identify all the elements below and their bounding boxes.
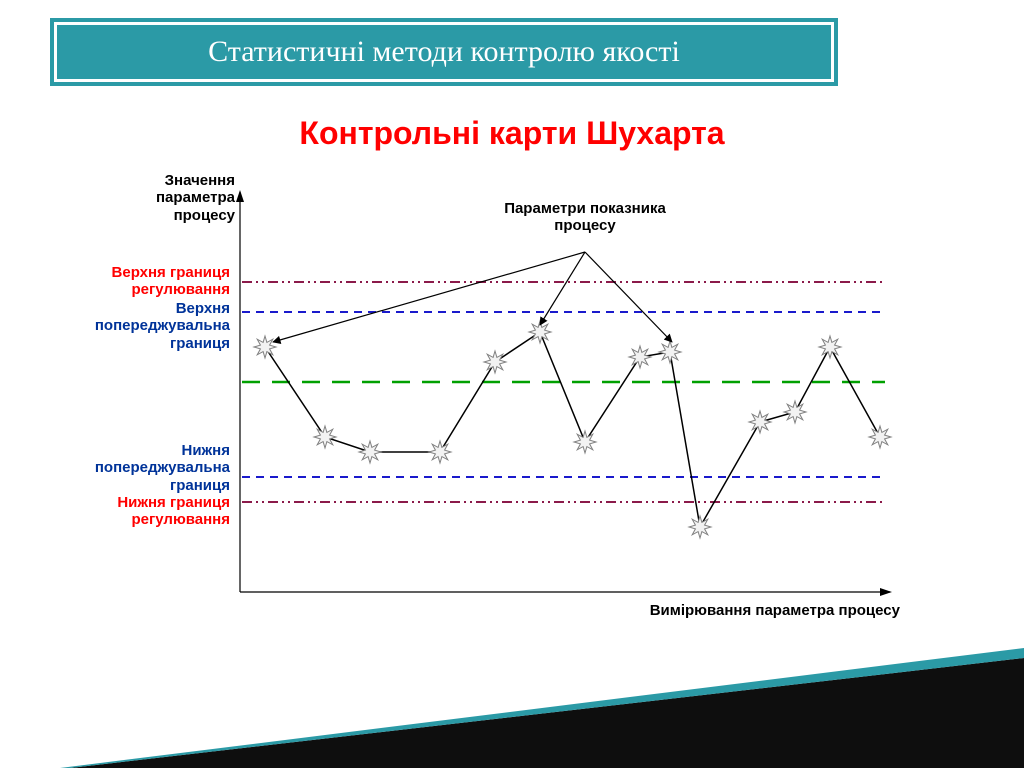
- title-banner: Статистичні методи контролю якості: [50, 18, 838, 86]
- control-chart: Значення параметрапроцесу Параметри пока…: [90, 172, 930, 632]
- title-text: Статистичні методи контролю якості: [208, 35, 680, 69]
- lwl-label: Нижняпопереджувальнаграниця: [90, 442, 230, 494]
- subtitle: Контрольні карти Шухарта: [0, 115, 1024, 152]
- lcl-label: Нижня границярегулювання: [90, 494, 230, 529]
- chart-svg: [90, 172, 930, 632]
- decorative-swoosh: [0, 648, 1024, 768]
- lcl-label-text: Нижня границярегулювання: [117, 494, 230, 528]
- uwl-label: Верхняпопереджувальнаграниця: [90, 300, 230, 352]
- lwl-label-text: Нижняпопереджувальнаграниця: [95, 442, 230, 494]
- uwl-label-text: Верхняпопереджувальнаграниця: [95, 300, 230, 352]
- y-axis-label: Значення параметрапроцесу: [90, 172, 235, 224]
- ucl-label-text: Верхня границярегулювання: [112, 264, 230, 298]
- x-axis-label: Вимірювання параметра процесу: [500, 602, 900, 619]
- y-axis-label-text: Значення параметрапроцесу: [156, 172, 235, 224]
- callout-label: Параметри показникапроцесу: [470, 200, 700, 235]
- ucl-label: Верхня границярегулювання: [90, 264, 230, 299]
- x-axis-label-text: Вимірювання параметра процесу: [650, 602, 900, 619]
- callout-label-text: Параметри показникапроцесу: [504, 200, 666, 234]
